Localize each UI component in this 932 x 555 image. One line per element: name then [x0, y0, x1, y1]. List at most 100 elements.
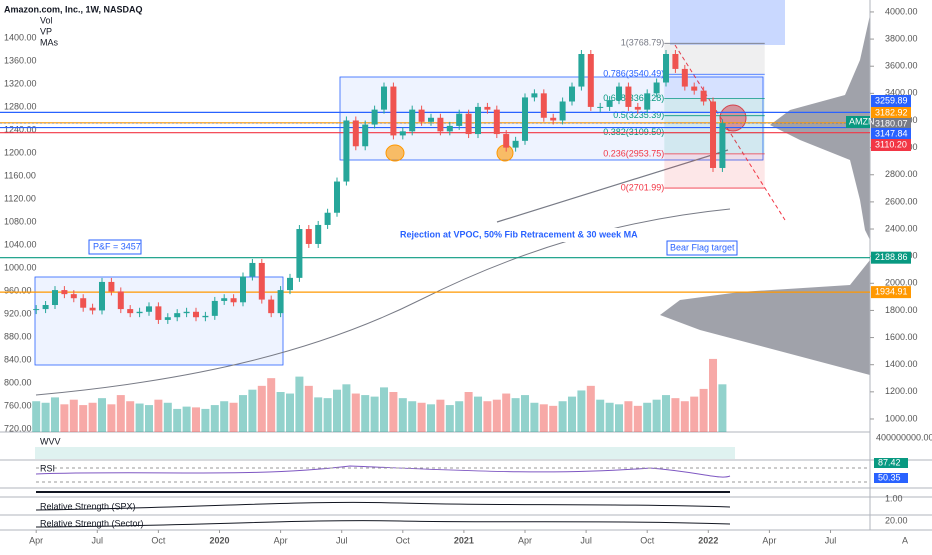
- y-tick-label: 2600.00: [885, 196, 918, 206]
- price-tag: [871, 251, 911, 264]
- candle: [700, 90, 707, 102]
- y2-tick-label: 920.00: [4, 308, 32, 318]
- candle: [381, 86, 388, 110]
- volume-bar: [521, 395, 530, 432]
- candle: [428, 117, 435, 122]
- volume-bar: [220, 401, 229, 432]
- note-box: [397, 228, 619, 242]
- candle: [587, 54, 594, 107]
- y-tick-label: 1200.00: [885, 386, 918, 396]
- candle: [475, 106, 482, 135]
- y2-tick-label: 960.00: [4, 285, 32, 295]
- volume-bar: [492, 399, 501, 432]
- rs-sector-line: [35, 520, 731, 528]
- x-tick-label: Apr: [518, 535, 532, 545]
- fib-band: [664, 43, 765, 75]
- y2-tick-label: 1040.00: [4, 239, 37, 249]
- y2-tick-label: 1000.00: [4, 262, 37, 272]
- y2-tick-label: 1320.00: [4, 78, 37, 88]
- pane-value: 87.42: [878, 457, 901, 467]
- wvv-area: [35, 447, 735, 459]
- candle: [136, 311, 143, 314]
- candle: [606, 100, 613, 107]
- candle: [51, 290, 58, 306]
- volume-bar: [530, 402, 539, 432]
- y-tick-label: 1800.00: [885, 305, 918, 315]
- price-tag-label: 2188.86: [875, 252, 908, 262]
- volume-bar: [445, 405, 454, 432]
- candle: [287, 277, 293, 291]
- indicator-label[interactable]: VP: [40, 26, 52, 36]
- candle: [465, 113, 472, 135]
- y-tick-label: 3800.00: [885, 33, 918, 43]
- pane-label: Relative Strength (SPX): [40, 501, 136, 511]
- annotation: P&F = 3457: [93, 241, 141, 251]
- candle: [644, 93, 651, 110]
- candle: [61, 290, 68, 295]
- volume-bar: [295, 376, 304, 432]
- volume-bar: [50, 397, 59, 432]
- price-tag-label: 3259.89: [875, 95, 908, 105]
- volume-bar: [154, 399, 163, 432]
- candle: [42, 305, 49, 310]
- volume-bar: [464, 392, 473, 432]
- volume-bar: [191, 407, 200, 432]
- volume-bar: [380, 387, 389, 432]
- y2-tick-label: 880.00: [4, 331, 32, 341]
- candle: [80, 298, 87, 308]
- volume-bar: [474, 396, 483, 432]
- volume-bar: [276, 392, 285, 432]
- price-tag: [871, 128, 911, 140]
- y2-tick-label: 1280.00: [4, 101, 37, 111]
- volume-bar: [126, 401, 135, 432]
- y-tick-label: 3400.00: [885, 88, 918, 98]
- rsi-line: [35, 465, 731, 478]
- candle: [531, 93, 538, 98]
- volume-bar: [88, 402, 97, 432]
- y2-tick-label: 1400.00: [4, 32, 37, 42]
- volume-bar: [511, 398, 520, 432]
- fib-label: 1(3768.79): [621, 38, 665, 48]
- volume-bar: [238, 395, 247, 432]
- candle: [334, 181, 341, 213]
- candle: [33, 309, 40, 311]
- target-box: [670, 0, 785, 45]
- y-tick-label: 2000.00: [885, 278, 918, 288]
- volume-bar: [144, 405, 153, 432]
- candle: [446, 125, 453, 132]
- volume-bar: [229, 402, 238, 432]
- value-tag: [874, 473, 908, 483]
- candle: [616, 86, 623, 101]
- pane-label: RSI: [40, 463, 55, 473]
- candle: [108, 281, 115, 292]
- volume-bar: [549, 405, 558, 432]
- fib-label: 0.786(3540.49): [603, 69, 664, 79]
- volume-bar: [107, 404, 116, 432]
- volume-bar: [116, 395, 125, 432]
- volume-bar: [596, 399, 605, 432]
- candle: [305, 229, 312, 244]
- candle: [249, 262, 256, 277]
- volume-bar: [417, 402, 426, 432]
- candle: [390, 86, 397, 136]
- candle: [258, 262, 265, 300]
- candle: [522, 97, 529, 141]
- y2-tick-label: 1200.00: [4, 147, 37, 157]
- candle: [89, 307, 96, 311]
- volume-bar: [427, 404, 436, 432]
- symbol-tag: [846, 116, 870, 128]
- candle: [634, 106, 641, 110]
- volume-bar: [436, 399, 445, 432]
- y-tick-label: 1600.00: [885, 332, 918, 342]
- x-tick-label: Jul: [92, 535, 104, 545]
- volume-bar: [615, 404, 624, 432]
- indicator-label[interactable]: MAs: [40, 37, 59, 47]
- scale-mode[interactable]: A: [902, 535, 908, 545]
- price-tag-label: 1934.91: [875, 287, 908, 297]
- volume-bar: [41, 402, 50, 432]
- candle: [493, 109, 500, 135]
- indicator-label[interactable]: Vol: [40, 15, 53, 25]
- candle: [484, 106, 491, 110]
- volume-bar: [201, 408, 210, 432]
- y-tick-label: 2400.00: [885, 223, 918, 233]
